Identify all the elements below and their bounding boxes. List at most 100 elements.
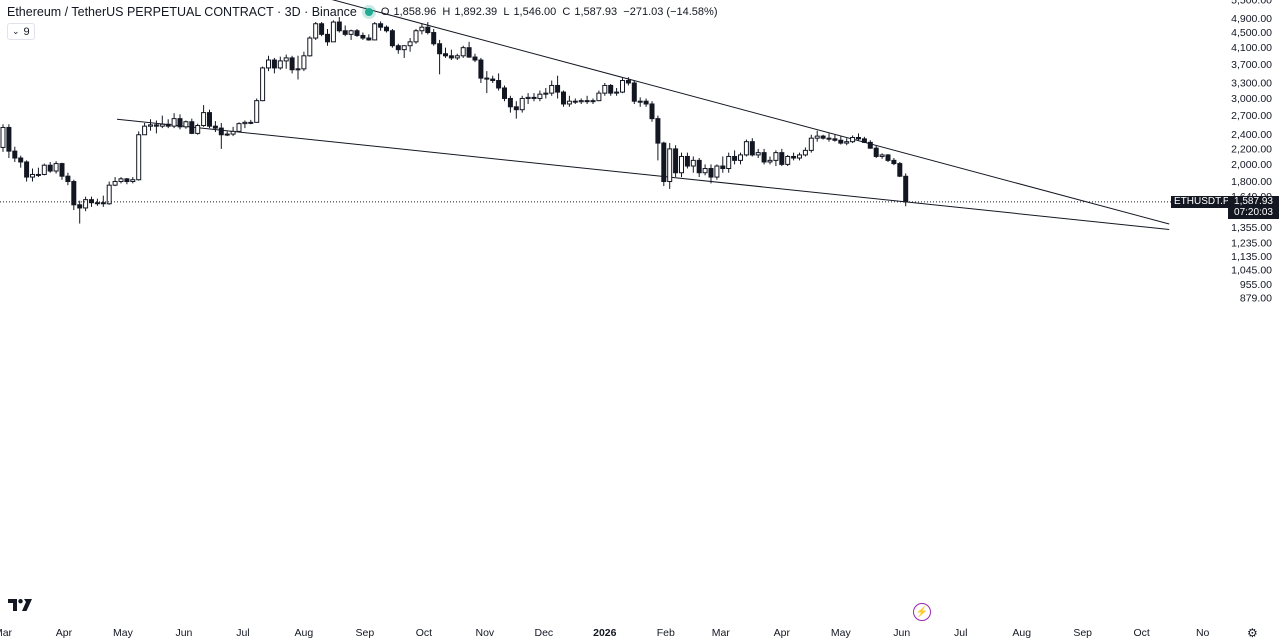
candle-body	[690, 159, 696, 167]
change-value: −271.03 (−14.58%)	[623, 6, 718, 18]
candle-body	[254, 100, 260, 123]
candle	[572, 98, 578, 104]
candle	[797, 152, 802, 161]
candle-body	[236, 123, 242, 132]
candle	[307, 36, 313, 57]
candle-body	[47, 164, 53, 172]
time-tick-label: Jun	[175, 627, 192, 639]
candle	[490, 75, 496, 83]
candle	[348, 29, 354, 40]
time-tick-label: Oct	[1134, 627, 1150, 639]
candle	[53, 161, 59, 174]
candle-body	[466, 47, 472, 58]
candle	[136, 131, 142, 181]
time-tick-label: Mar	[0, 627, 13, 639]
candle	[779, 148, 785, 167]
candle	[625, 77, 631, 86]
trendline-upper[interactable]	[267, 0, 1170, 225]
candle	[484, 71, 490, 94]
candle-body	[207, 112, 212, 127]
candle	[283, 54, 289, 69]
candle	[260, 66, 266, 102]
candle-body	[561, 91, 566, 105]
candle-body	[307, 37, 313, 57]
candle-body	[596, 92, 602, 102]
candle-body	[271, 59, 277, 69]
trendline-lower[interactable]	[117, 118, 1170, 231]
candle-body	[507, 97, 513, 108]
candle	[826, 133, 832, 142]
candle	[631, 80, 637, 104]
candle	[100, 195, 106, 207]
indicators-toggle-button[interactable]: ⌄ 9	[7, 23, 35, 40]
candle-body	[83, 199, 89, 209]
time-tick-label: Feb	[657, 627, 675, 639]
candle	[165, 119, 171, 129]
candle	[643, 98, 649, 107]
candle-body	[673, 148, 679, 174]
gear-icon[interactable]: ⚙	[1247, 626, 1258, 640]
candle	[401, 45, 407, 58]
candle-body	[395, 45, 401, 51]
price-axis: 8,400.007,600.006,850.006,100.005,500.00…	[1231, 0, 1272, 305]
candle	[738, 152, 743, 165]
candle-body	[183, 121, 189, 128]
candle	[448, 49, 454, 61]
candle	[513, 101, 519, 119]
candle	[47, 161, 53, 173]
candle-body	[94, 202, 100, 205]
candle-body	[667, 148, 673, 183]
candle	[502, 85, 507, 102]
candle	[561, 90, 566, 107]
candle	[201, 105, 207, 127]
price-tick-label: 2,700.00	[1231, 110, 1272, 122]
time-tick-label: Apr	[56, 627, 73, 639]
candle	[814, 130, 820, 142]
flash-icon[interactable]: ⚡	[913, 603, 931, 621]
close-label: C	[562, 6, 571, 18]
tradingview-logo-icon[interactable]	[8, 599, 32, 611]
candle-body	[820, 135, 826, 139]
candle	[248, 119, 254, 125]
candle-body	[454, 55, 460, 59]
candle	[425, 22, 431, 35]
candle	[773, 150, 779, 167]
candle-body	[437, 43, 443, 55]
price-tick-label: 1,355.00	[1231, 222, 1272, 234]
candle-body	[289, 57, 295, 71]
candle	[207, 109, 212, 129]
candle	[891, 158, 897, 166]
symbol-title[interactable]: Ethereum / TetherUS PERPETUAL CONTRACT ·…	[7, 5, 357, 19]
time-tick-label: Oct	[416, 627, 432, 639]
candle-body	[844, 141, 850, 144]
candle	[212, 121, 218, 133]
candle	[702, 164, 708, 176]
candle	[555, 75, 561, 99]
bar-countdown-tag: 07:20:03	[1228, 206, 1279, 219]
candle-body	[885, 154, 891, 161]
candle-body	[531, 96, 537, 99]
price-tick-label: 1,235.00	[1231, 237, 1272, 249]
candle	[112, 177, 118, 187]
candle-body	[384, 26, 389, 32]
candle-body	[165, 123, 171, 127]
candle	[466, 41, 472, 58]
candle-body	[413, 30, 419, 43]
price-tick-label: 1,045.00	[1231, 264, 1272, 276]
trendlines	[117, 0, 1170, 231]
candle-body	[59, 163, 65, 177]
candle	[578, 98, 584, 104]
candle-body	[826, 137, 832, 140]
candle	[708, 164, 714, 184]
candle-body	[313, 23, 319, 39]
candle-body	[330, 21, 336, 43]
candle	[171, 113, 177, 129]
candle	[478, 57, 484, 83]
candle-body	[679, 155, 684, 174]
price-tick-label: 3,300.00	[1231, 77, 1272, 89]
candle-body	[189, 121, 195, 134]
candle	[384, 25, 389, 33]
candle	[496, 73, 502, 91]
candle	[118, 177, 124, 184]
